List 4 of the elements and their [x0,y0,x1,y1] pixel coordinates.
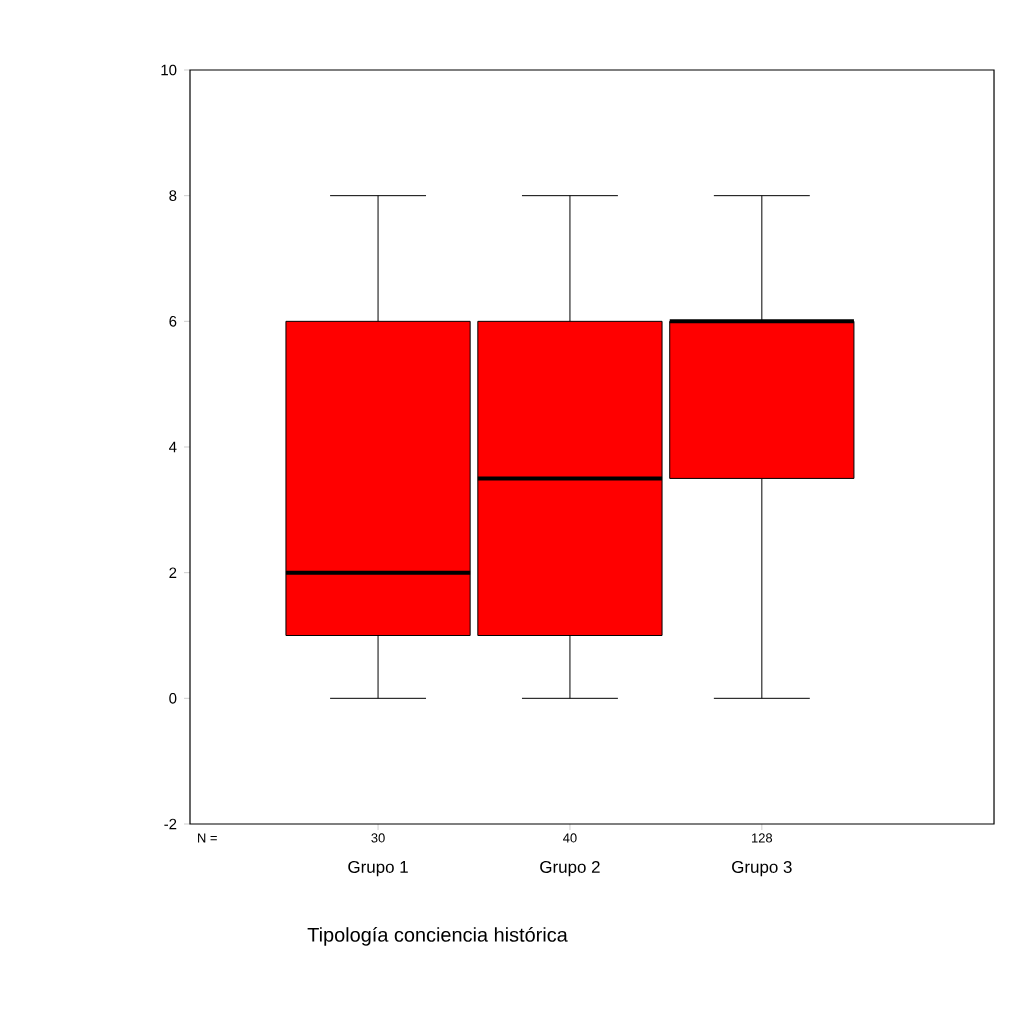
x-tick-label: Grupo 1 [348,860,408,877]
x-tick-label: Grupo 3 [732,860,792,877]
x-axis-title: Tipología conciencia histórica [307,926,568,946]
x-tick-label: Grupo 2 [540,860,600,877]
